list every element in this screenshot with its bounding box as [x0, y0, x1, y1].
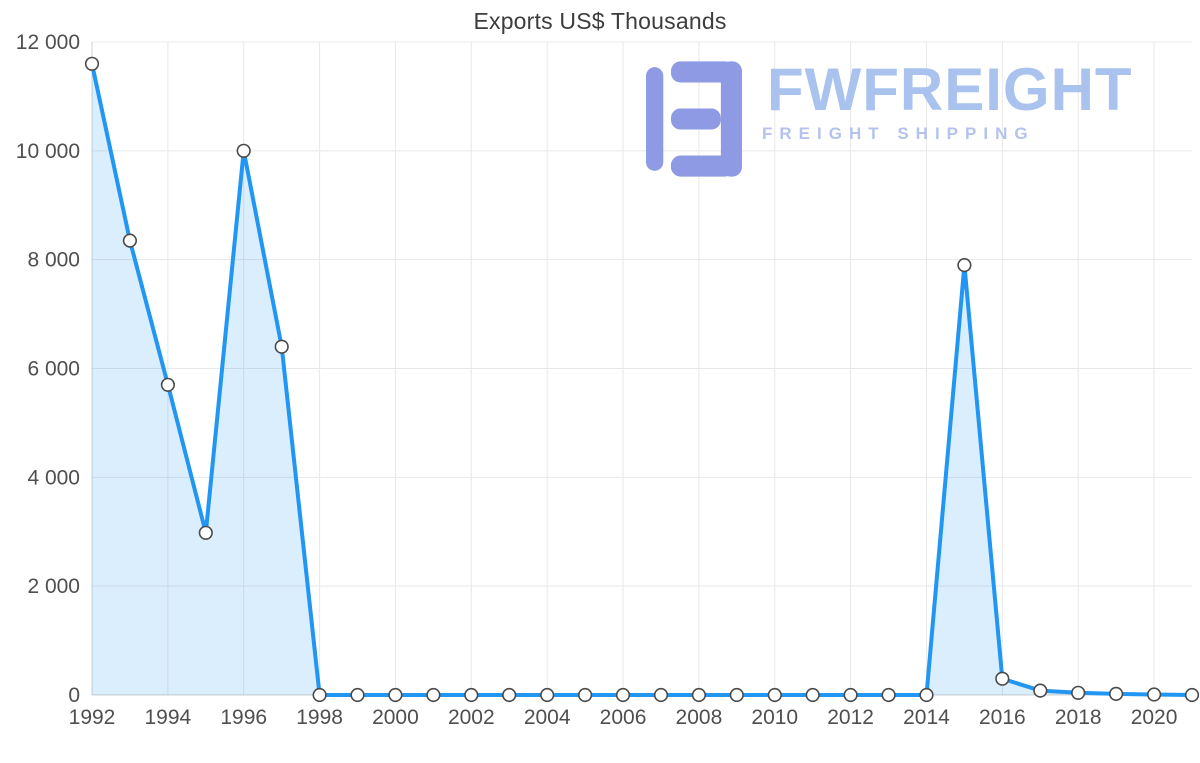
data-point-marker [350, 687, 365, 703]
data-point-marker [843, 687, 858, 703]
data-point-marker [540, 687, 555, 703]
y-tick-label: 10 000 [16, 140, 80, 163]
x-tick-label: 2018 [1055, 706, 1102, 729]
data-point-marker [122, 233, 137, 248]
x-tick-label: 2010 [751, 706, 798, 729]
data-point-marker [957, 258, 972, 273]
data-point-marker [84, 56, 100, 71]
data-point-marker [236, 143, 251, 158]
data-point-marker [1184, 687, 1200, 703]
area-fill [92, 63, 1192, 696]
data-point-marker [653, 687, 669, 703]
data-point-marker [615, 687, 631, 703]
y-tick-label: 12 000 [16, 31, 80, 54]
data-point-marker [1146, 687, 1162, 702]
data-point-marker [426, 687, 441, 703]
data-point-marker [1033, 683, 1048, 698]
x-tick-label: 1996 [220, 706, 267, 729]
data-point-marker [1071, 685, 1086, 700]
y-tick-label: 2 000 [27, 575, 80, 598]
data-point-marker [767, 687, 782, 703]
x-tick-label: 2004 [524, 706, 571, 729]
data-point-marker [1108, 686, 1124, 702]
data-point-marker [160, 377, 175, 392]
x-tick-label: 2012 [827, 706, 874, 729]
data-point-marker [995, 671, 1010, 686]
data-point-marker [312, 687, 327, 703]
x-tick-label: 2000 [372, 706, 419, 729]
data-point-marker [691, 687, 707, 703]
data-point-marker [464, 687, 479, 703]
x-tick-label: 2002 [448, 706, 495, 729]
x-tick-label: 2008 [676, 706, 723, 729]
y-tick-label: 4 000 [27, 466, 80, 489]
data-point-marker [388, 687, 403, 703]
data-point-marker [502, 687, 517, 703]
x-tick-label: 1998 [296, 706, 343, 729]
data-point-marker [919, 687, 934, 703]
x-tick-label: 2016 [979, 706, 1026, 729]
x-tick-label: 1994 [145, 706, 192, 729]
y-tick-label: 8 000 [27, 249, 80, 272]
data-point-marker [274, 339, 289, 354]
y-tick-label: 0 [68, 684, 80, 707]
x-tick-label: 1992 [69, 706, 116, 729]
y-tick-label: 6 000 [27, 358, 80, 381]
data-point-marker [805, 687, 820, 703]
data-point-marker [577, 687, 593, 703]
data-point-marker [198, 525, 213, 540]
x-tick-label: 2014 [903, 706, 950, 729]
x-tick-label: 2006 [600, 706, 647, 729]
x-tick-label: 2020 [1131, 706, 1178, 729]
chart-title: Exports US$ Thousands [473, 8, 727, 34]
data-point-marker [881, 687, 896, 703]
data-point-marker [729, 687, 744, 703]
